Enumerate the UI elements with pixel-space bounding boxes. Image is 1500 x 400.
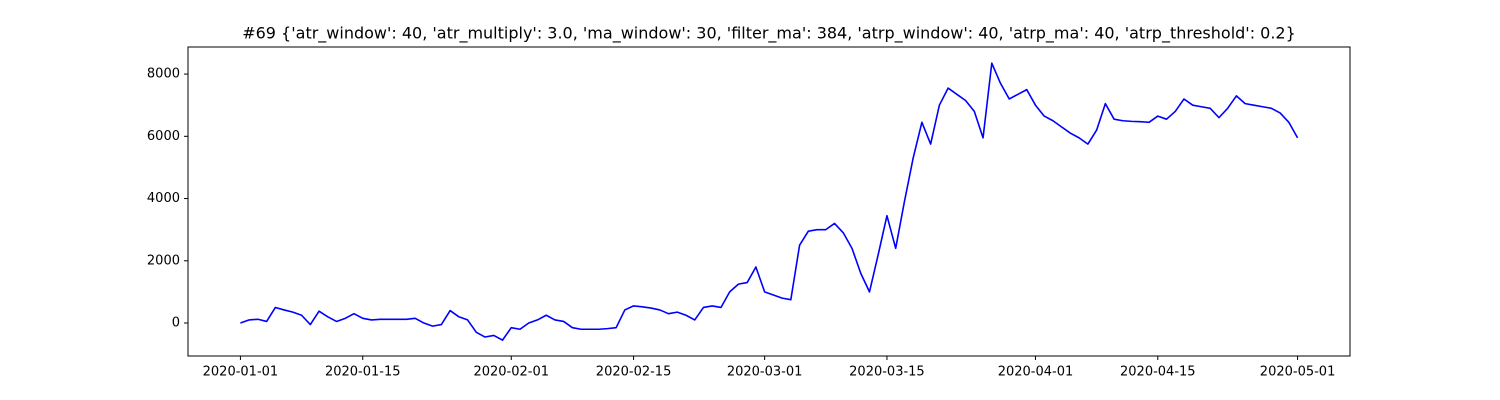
x-tick-label: 2020-04-15: [1120, 365, 1196, 380]
y-tick-label: 2000: [147, 253, 180, 268]
x-tick-label: 2020-02-15: [596, 365, 672, 380]
x-tick-label: 2020-01-01: [203, 365, 279, 380]
x-tick-label: 2020-05-01: [1260, 365, 1336, 380]
x-tick-label: 2020-03-01: [727, 365, 803, 380]
plot-frame: [187, 46, 1351, 357]
y-tick-label: 6000: [147, 129, 180, 144]
x-tick-label: 2020-01-15: [325, 365, 401, 380]
x-tick-label: 2020-03-15: [849, 365, 925, 380]
y-tick-label: 0: [172, 316, 180, 331]
x-tick-label: 2020-02-01: [473, 365, 549, 380]
data-line: [240, 62, 1299, 341]
y-tick-label: 8000: [147, 67, 180, 82]
x-tick-label: 2020-04-01: [998, 365, 1074, 380]
y-tick-label: 4000: [147, 191, 180, 206]
chart-title: #69 {'atr_window': 40, 'atr_multiply': 3…: [242, 24, 1296, 44]
